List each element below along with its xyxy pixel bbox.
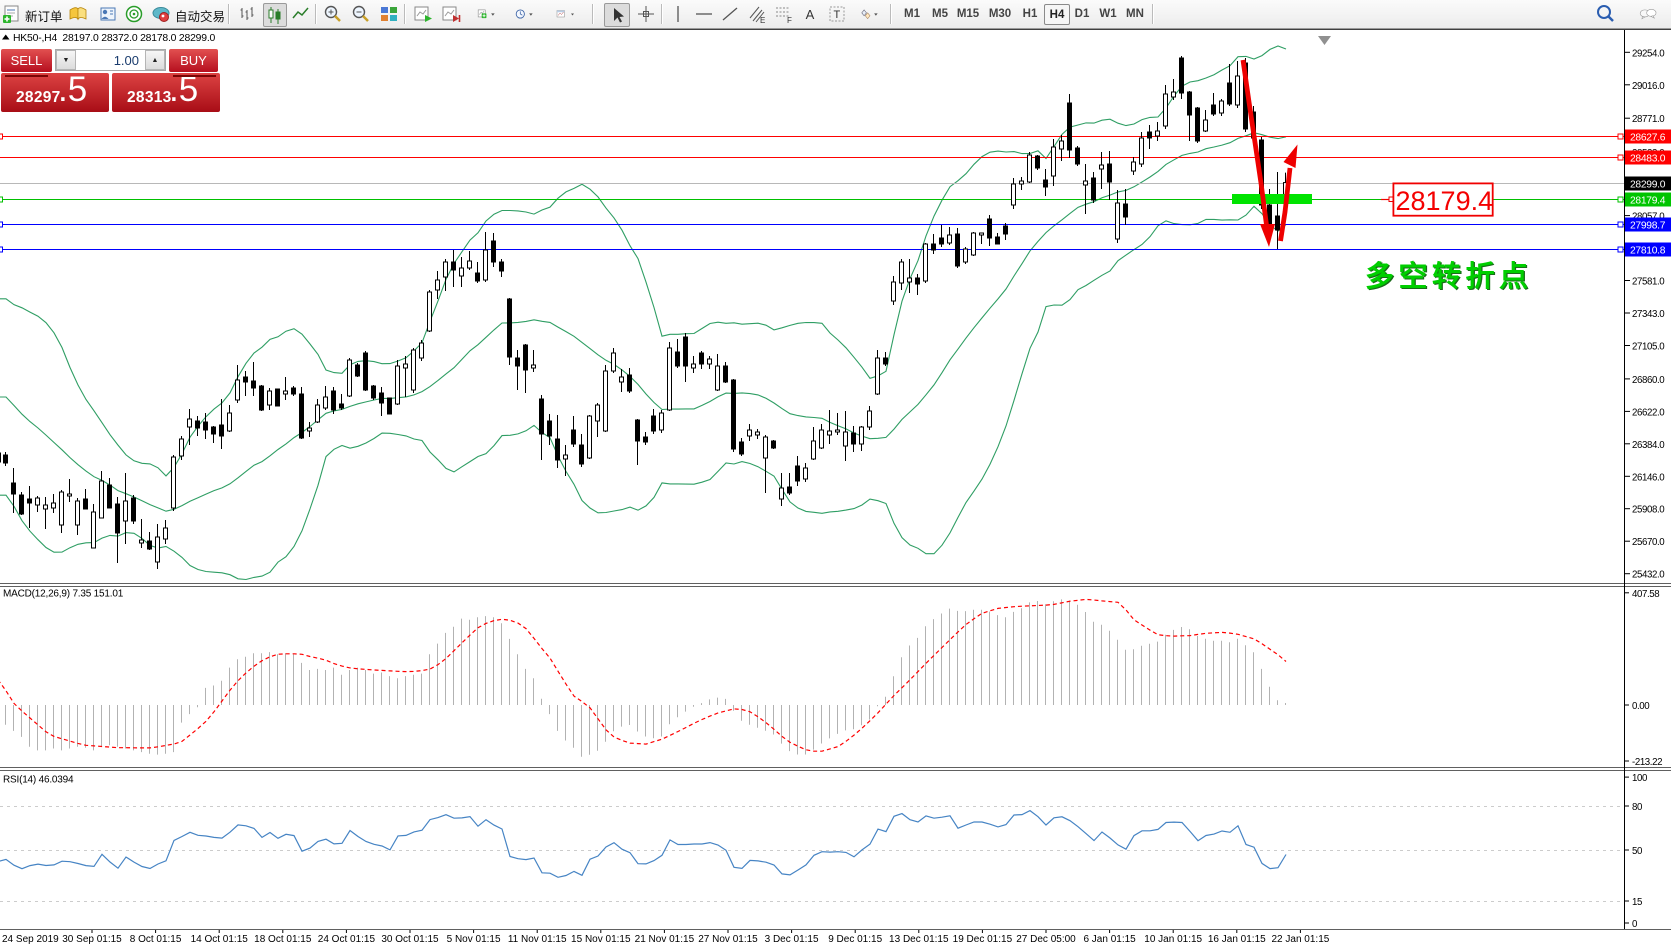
svg-text:13 Dec 01:15: 13 Dec 01:15 xyxy=(889,934,949,945)
svg-text:18 Oct 01:15: 18 Oct 01:15 xyxy=(254,934,312,945)
svg-text:6 Jan 01:15: 6 Jan 01:15 xyxy=(1083,934,1136,945)
svg-text:28179.4: 28179.4 xyxy=(1630,196,1666,207)
svg-text:26622.0: 26622.0 xyxy=(1632,407,1665,418)
svg-text:27581.0: 27581.0 xyxy=(1632,277,1665,288)
svg-text:0: 0 xyxy=(1632,919,1638,930)
svg-text:30 Sep 01:15: 30 Sep 01:15 xyxy=(62,934,122,945)
svg-text:多空转折点: 多空转折点 xyxy=(1365,259,1533,293)
svg-text:16 Jan 01:15: 16 Jan 01:15 xyxy=(1208,934,1266,945)
svg-text:26860.0: 26860.0 xyxy=(1632,375,1665,386)
svg-text:100: 100 xyxy=(1632,773,1648,784)
svg-text:19 Dec 01:15: 19 Dec 01:15 xyxy=(953,934,1013,945)
svg-text:50: 50 xyxy=(1632,846,1643,857)
svg-text:9 Dec 01:15: 9 Dec 01:15 xyxy=(828,934,882,945)
svg-text:24 Oct 01:15: 24 Oct 01:15 xyxy=(318,934,376,945)
svg-text:F: F xyxy=(787,16,792,24)
svg-text:28627.6: 28627.6 xyxy=(1630,133,1666,144)
svg-text:24 Sep 2019: 24 Sep 2019 xyxy=(2,934,59,945)
svg-text:-213.22: -213.22 xyxy=(1632,757,1662,768)
svg-text:15: 15 xyxy=(1632,897,1642,908)
svg-text:RSI(14) 46.0394: RSI(14) 46.0394 xyxy=(3,775,74,786)
svg-text:5 Nov 01:15: 5 Nov 01:15 xyxy=(447,934,501,945)
svg-text:27 Nov 01:15: 27 Nov 01:15 xyxy=(698,934,758,945)
svg-text:0.00: 0.00 xyxy=(1632,701,1650,712)
svg-text:15 Nov 01:15: 15 Nov 01:15 xyxy=(571,934,631,945)
svg-text:3 Dec 01:15: 3 Dec 01:15 xyxy=(765,934,819,945)
svg-text:30 Oct 01:15: 30 Oct 01:15 xyxy=(381,934,439,945)
svg-text:25432.0: 25432.0 xyxy=(1632,570,1665,581)
svg-text:T: T xyxy=(834,9,841,21)
svg-text:MACD(12,26,9) 7.35 151.01: MACD(12,26,9) 7.35 151.01 xyxy=(3,589,124,600)
svg-text:28057.0: 28057.0 xyxy=(1632,212,1665,223)
svg-text:多空转折点: 多空转折点 xyxy=(1366,260,1534,294)
svg-text:407.58: 407.58 xyxy=(1632,589,1659,600)
svg-text:28483.0: 28483.0 xyxy=(1630,154,1666,165)
svg-text:27810.8: 27810.8 xyxy=(1630,246,1666,257)
svg-text:25908.0: 25908.0 xyxy=(1632,505,1665,516)
svg-text:27105.0: 27105.0 xyxy=(1632,342,1665,353)
svg-text:14 Oct 01:15: 14 Oct 01:15 xyxy=(191,934,249,945)
svg-text:8 Oct 01:15: 8 Oct 01:15 xyxy=(130,934,182,945)
svg-text:27998.7: 27998.7 xyxy=(1630,221,1666,232)
svg-text:29016.0: 29016.0 xyxy=(1632,81,1665,92)
svg-text:29254.0: 29254.0 xyxy=(1632,48,1665,59)
svg-text:25670.0: 25670.0 xyxy=(1632,537,1665,548)
svg-text:22 Jan 01:15: 22 Jan 01:15 xyxy=(1271,934,1329,945)
svg-text:28299.0: 28299.0 xyxy=(1630,180,1666,191)
svg-text:28179.4: 28179.4 xyxy=(1396,186,1494,216)
svg-text:26146.0: 26146.0 xyxy=(1632,472,1665,483)
svg-text:27 Dec 05:00: 27 Dec 05:00 xyxy=(1016,934,1076,945)
svg-text:10 Jan 01:15: 10 Jan 01:15 xyxy=(1144,934,1202,945)
svg-text:26384.0: 26384.0 xyxy=(1632,440,1665,451)
svg-text:E: E xyxy=(760,16,765,24)
svg-text:80: 80 xyxy=(1632,802,1643,813)
svg-text:11 Nov 01:15: 11 Nov 01:15 xyxy=(508,934,567,945)
svg-text:21 Nov 01:15: 21 Nov 01:15 xyxy=(635,934,695,945)
svg-text:HK50-,H4 28197.0 28372.0 2817: HK50-,H4 28197.0 28372.0 28178.0 28299.0 xyxy=(13,33,216,44)
svg-text:27343.0: 27343.0 xyxy=(1632,309,1665,320)
svg-text:28771.0: 28771.0 xyxy=(1632,114,1665,125)
